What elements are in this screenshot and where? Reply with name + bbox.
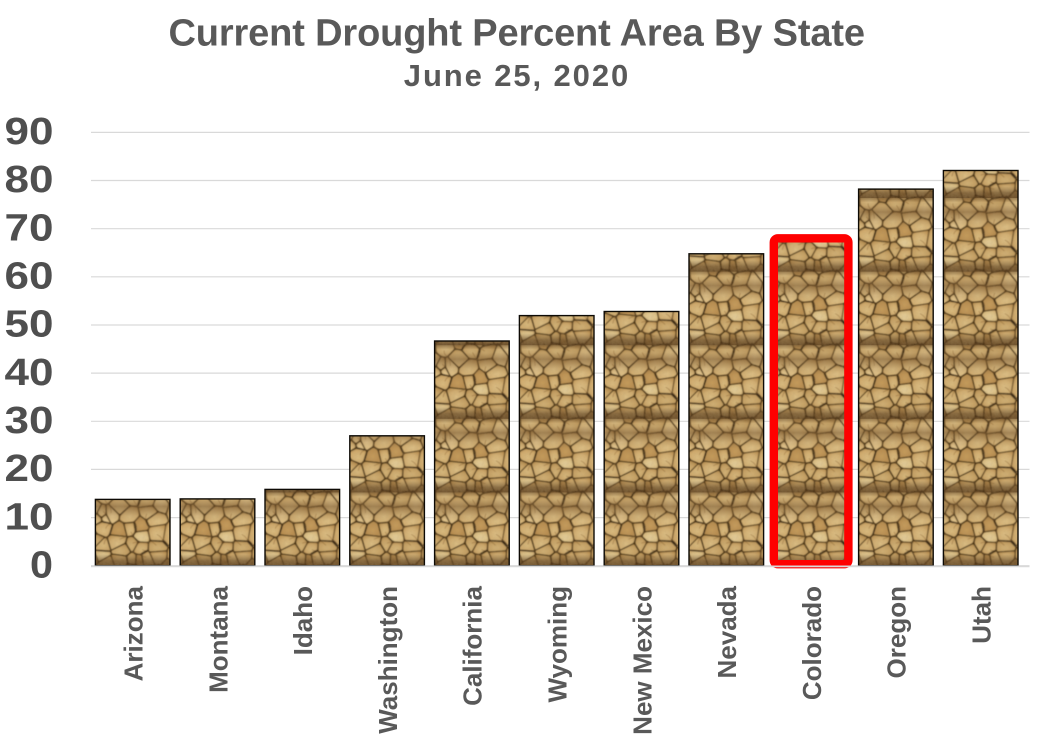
- svg-text:90: 90: [5, 111, 54, 153]
- svg-text:California: California: [458, 585, 488, 705]
- svg-text:June 25, 2020: June 25, 2020: [404, 58, 628, 93]
- svg-text:Idaho: Idaho: [288, 586, 318, 655]
- svg-text:60: 60: [5, 256, 54, 298]
- svg-text:New Mexico: New Mexico: [627, 586, 657, 735]
- svg-text:Oregon: Oregon: [882, 586, 912, 678]
- svg-text:20: 20: [5, 448, 54, 490]
- svg-text:30: 30: [5, 400, 54, 442]
- svg-text:10: 10: [5, 496, 54, 538]
- svg-text:80: 80: [5, 159, 54, 201]
- svg-text:Montana: Montana: [203, 585, 233, 692]
- svg-text:40: 40: [5, 352, 54, 394]
- svg-text:0: 0: [30, 544, 53, 586]
- svg-text:70: 70: [5, 207, 54, 249]
- svg-text:Wyoming: Wyoming: [543, 586, 573, 703]
- svg-text:Colorado: Colorado: [797, 586, 827, 700]
- svg-text:Current Drought Percent Area B: Current Drought Percent Area By State: [169, 12, 866, 54]
- svg-text:Utah: Utah: [967, 586, 997, 644]
- svg-text:50: 50: [5, 304, 54, 346]
- svg-text:Arizona: Arizona: [119, 585, 149, 681]
- svg-text:Nevada: Nevada: [712, 585, 742, 678]
- svg-text:Washington: Washington: [373, 586, 403, 734]
